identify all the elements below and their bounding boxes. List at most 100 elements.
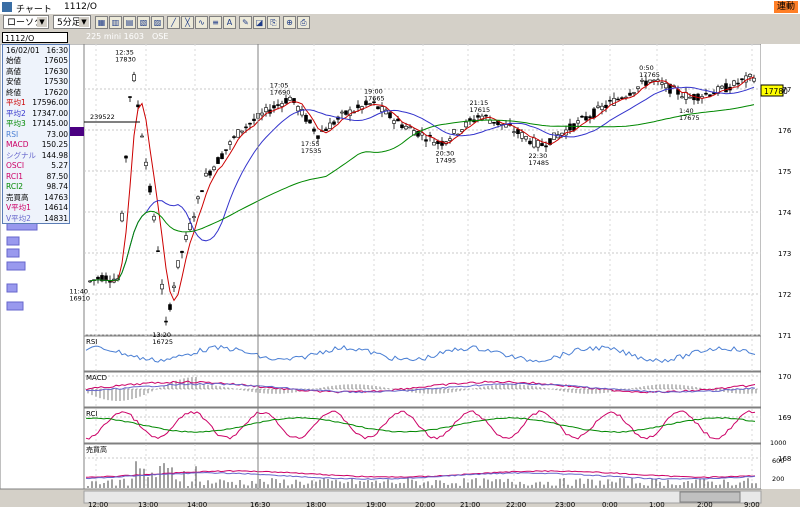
instrument-name: 225 mini 1603 xyxy=(86,32,145,41)
candle-body xyxy=(288,96,292,101)
candle-body xyxy=(200,190,204,193)
annotation-price: 17765 xyxy=(639,71,660,79)
candle-body xyxy=(192,216,196,219)
datapanel-row: RCI1 87.50 xyxy=(6,172,68,182)
candle-body xyxy=(648,79,652,83)
volume-profile-bar xyxy=(6,301,24,311)
candle-body xyxy=(304,114,308,122)
candle-body xyxy=(536,140,540,148)
right-axis xyxy=(761,44,800,489)
candle-body xyxy=(448,138,452,141)
rci2-line xyxy=(85,416,756,433)
volume-profile-bar xyxy=(6,283,18,293)
volume-profile-bar xyxy=(6,248,20,258)
current-price: 17780 xyxy=(764,87,788,96)
zoom-icon[interactable]: ⊕ xyxy=(283,16,296,29)
datapanel-value: 14763 xyxy=(44,192,68,202)
candle-body xyxy=(480,115,484,121)
candle-body xyxy=(704,92,708,95)
candle-body xyxy=(172,285,176,288)
symbol-input[interactable]: 1112/O xyxy=(2,32,68,43)
chart-grid-icon[interactable]: ▦ xyxy=(95,16,108,29)
datapanel-date: 16/02/01 xyxy=(6,46,40,55)
time-axis-label: 19:00 xyxy=(366,501,386,507)
price-chart[interactable]: 177 176 175 174 173 172 171 170 169 168 12:351783… xyxy=(0,44,800,507)
candle-body xyxy=(120,212,124,222)
time-axis-label: 9:00 xyxy=(744,501,760,507)
candle-body xyxy=(332,121,336,125)
candle-body xyxy=(628,92,632,96)
time-axis-label: 16:30 xyxy=(250,501,270,507)
datapanel-label: RSI xyxy=(6,129,19,139)
candle-body xyxy=(228,141,232,145)
candle-body xyxy=(220,153,224,160)
bar-chart-icon[interactable]: ▥ xyxy=(109,16,122,29)
signal-line xyxy=(85,382,756,394)
candle-body xyxy=(164,320,168,323)
time-axis-label: 18:00 xyxy=(306,501,326,507)
chevron-down-icon: ▼ xyxy=(79,17,89,27)
candle-body xyxy=(644,80,648,86)
candle-body xyxy=(368,103,372,105)
datapanel-value: 17530 xyxy=(44,77,68,86)
time-axis-label: 21:00 xyxy=(460,501,480,507)
channel-icon[interactable]: ╳ xyxy=(181,16,194,29)
candle-body xyxy=(680,96,684,99)
pen-icon[interactable]: ✎ xyxy=(239,16,252,29)
annotation-time: 19:00 xyxy=(364,87,383,95)
candle-body xyxy=(540,143,544,146)
candle-body xyxy=(140,135,144,138)
annotation-price: 17690 xyxy=(270,89,291,97)
copy-icon[interactable]: ⎘ xyxy=(267,16,280,29)
candle-icon[interactable]: ▧ xyxy=(137,16,150,29)
candle-body xyxy=(424,139,428,142)
table-icon[interactable]: ▨ xyxy=(151,16,164,29)
horizontal-scrollbar[interactable] xyxy=(83,490,762,504)
link-badge[interactable]: 連動 xyxy=(773,1,798,13)
datapanel-value: 17620 xyxy=(44,87,68,97)
candle-body xyxy=(240,130,244,133)
trendline-icon[interactable]: ╱ xyxy=(167,16,180,29)
datapanel-value: 144.98 xyxy=(41,150,68,160)
current-price-tag xyxy=(760,84,784,97)
price-axis-label: 171 xyxy=(778,332,791,340)
annotation-time: 13:20 xyxy=(152,331,171,339)
rsi-label: RSI xyxy=(86,338,97,346)
datapanel-row: OSCI 5.27 xyxy=(6,161,68,171)
candle-body xyxy=(620,97,624,99)
candle-body xyxy=(724,83,728,93)
candle-body xyxy=(312,128,316,132)
candle-body xyxy=(364,101,368,106)
candle-body xyxy=(280,103,284,107)
interval-select[interactable]: 5分足 ▼ xyxy=(53,15,91,29)
line-chart-icon[interactable]: ▤ xyxy=(123,16,136,29)
datapanel-label: RCI1 xyxy=(6,171,24,181)
datapanel-row: MACD 150.25 xyxy=(6,140,68,150)
toolbar: ローソク ▼ 5分足 ▼ ▦ ▥ ▤ ▧ ▨ ╱ ╳ ∿ ≡ A ✎ ◪ ⎘ ⊕… xyxy=(0,14,800,33)
time-axis-label: 13:00 xyxy=(138,501,158,507)
chart-type-select[interactable]: ローソク ▼ xyxy=(3,15,49,29)
print-icon[interactable]: ⎙ xyxy=(297,16,310,29)
time-axis-label: 22:00 xyxy=(506,501,526,507)
time-axis-label: 20:00 xyxy=(415,501,435,507)
candle-body xyxy=(736,82,740,85)
candle-body xyxy=(544,145,548,148)
candle-body xyxy=(748,73,752,77)
text-tool-icon[interactable]: A xyxy=(223,16,236,29)
datapanel-value: 17145.00 xyxy=(32,119,68,128)
candle-body xyxy=(224,149,228,151)
fibonacci-icon[interactable]: ≡ xyxy=(209,16,222,29)
candle-body xyxy=(316,135,320,139)
eraser-icon[interactable]: ◪ xyxy=(253,16,266,29)
candle-body xyxy=(144,161,148,166)
annotation-time: 21:15 xyxy=(470,99,489,107)
candle-body xyxy=(232,136,236,138)
wave-icon[interactable]: ∿ xyxy=(195,16,208,29)
datapanel-row: 平均1 17596.00 xyxy=(6,98,68,108)
candle-body xyxy=(340,111,344,114)
candle-body xyxy=(372,101,376,104)
scrollbar-thumb[interactable] xyxy=(679,491,741,503)
macd-label: MACD xyxy=(86,374,107,382)
candle-body xyxy=(580,115,584,118)
candle-body xyxy=(124,155,128,159)
